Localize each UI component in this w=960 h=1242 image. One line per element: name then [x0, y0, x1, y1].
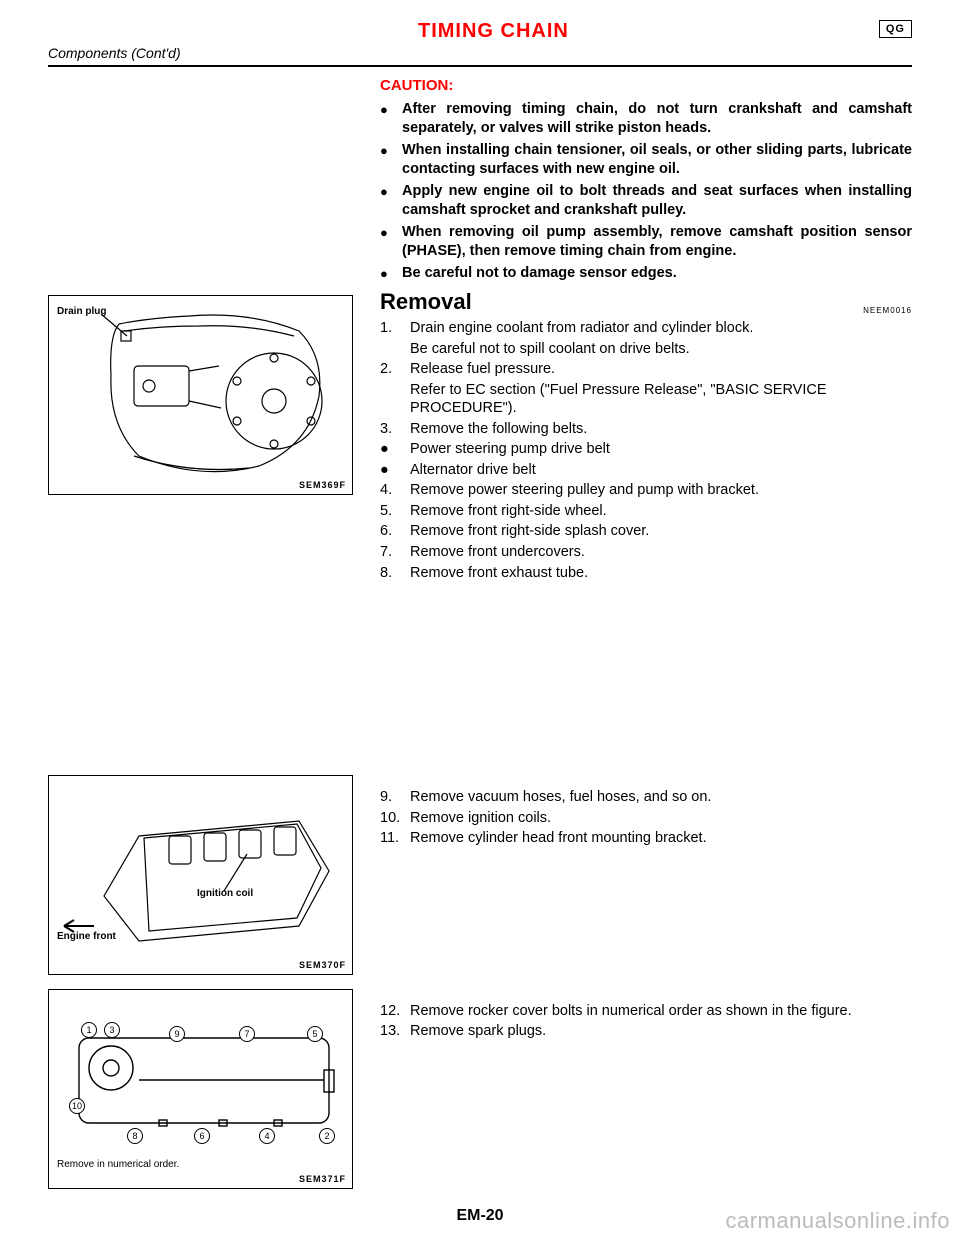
step-num: 7.: [380, 543, 410, 562]
step-num: [380, 340, 410, 359]
removal-block-1: 1.Drain engine coolant from radiator and…: [380, 319, 912, 582]
step-text: Remove the following belts.: [410, 420, 912, 439]
bullet-icon: ●: [380, 223, 402, 260]
step-text: Remove power steering pulley and pump wi…: [410, 481, 912, 500]
step-num: 2.: [380, 360, 410, 379]
step-num: 11.: [380, 829, 410, 848]
step-text: Remove front right-side splash cover.: [410, 522, 912, 541]
figure-1-svg: [49, 296, 354, 496]
step-text: Remove ignition coils.: [410, 809, 912, 828]
figure-3: 1 3 9 7 5 10 8 6 4 2 Remove in numerical…: [48, 989, 353, 1189]
bolt-num: 8: [127, 1128, 143, 1144]
step-text: Remove rocker cover bolts in numerical o…: [410, 1002, 912, 1021]
step-text: Remove spark plugs.: [410, 1022, 912, 1041]
removal-title: Removal: [380, 289, 472, 315]
step-num: 1.: [380, 319, 410, 338]
step-text: Remove vacuum hoses, fuel hoses, and so …: [410, 788, 912, 807]
removal-code: NEEM0016: [863, 306, 912, 315]
bolt-num: 9: [169, 1026, 185, 1042]
figure-3-caption: SEM371F: [299, 1174, 346, 1184]
step-text: Be careful not to spill coolant on drive…: [410, 340, 912, 359]
bolt-num: 5: [307, 1026, 323, 1042]
caution-item: Apply new engine oil to bolt threads and…: [402, 182, 912, 219]
step-text: Drain engine coolant from radiator and c…: [410, 319, 912, 338]
right-column: CAUTION: ●After removing timing chain, d…: [368, 77, 912, 1189]
bullet-icon: ●: [380, 182, 402, 219]
step-text: Power steering pump drive belt: [410, 440, 912, 459]
step-num: 10.: [380, 809, 410, 828]
step-num: 13.: [380, 1022, 410, 1041]
bolt-num: 1: [81, 1022, 97, 1038]
section-badge: QG: [879, 20, 912, 38]
figure-3-note: Remove in numerical order.: [57, 1159, 179, 1170]
removal-heading-row: Removal NEEM0016: [380, 289, 912, 315]
caution-label: CAUTION:: [380, 77, 912, 94]
section-title: TIMING CHAIN: [108, 20, 879, 43]
bullet-icon: ●: [380, 100, 402, 137]
figure-2-coil-label: Ignition coil: [197, 888, 253, 899]
content: Drain plug: [48, 77, 912, 1189]
figure-1-label: Drain plug: [57, 306, 106, 317]
watermark: carmanualsonline.info: [725, 1208, 950, 1234]
caution-item: Be careful not to damage sensor edges.: [402, 264, 912, 283]
bolt-num: 3: [104, 1022, 120, 1038]
step-text: Release fuel pressure.: [410, 360, 912, 379]
figure-2: Ignition coil Engine front SEM370F: [48, 775, 353, 975]
step-text: Remove front undercovers.: [410, 543, 912, 562]
step-num: 3.: [380, 420, 410, 439]
header-row: TIMING CHAIN QG: [48, 20, 912, 43]
caution-item: After removing timing chain, do not turn…: [402, 100, 912, 137]
figure-1: Drain plug: [48, 295, 353, 495]
step-num: 9.: [380, 788, 410, 807]
bolt-num: 4: [259, 1128, 275, 1144]
subhead: Components (Cont'd): [48, 45, 912, 61]
step-num: 5.: [380, 502, 410, 521]
divider: [48, 65, 912, 67]
figure-2-caption: SEM370F: [299, 960, 346, 970]
bolt-num: 10: [69, 1098, 85, 1114]
bullet-icon: ●: [380, 141, 402, 178]
removal-block-2: 9.Remove vacuum hoses, fuel hoses, and s…: [380, 788, 912, 848]
bullet-icon: ●: [380, 440, 410, 459]
step-num: 4.: [380, 481, 410, 500]
caution-list: ●After removing timing chain, do not tur…: [380, 100, 912, 283]
step-text: Remove front right-side wheel.: [410, 502, 912, 521]
step-num: 6.: [380, 522, 410, 541]
figure-1-caption: SEM369F: [299, 480, 346, 490]
bullet-icon: ●: [380, 264, 402, 283]
step-num: 12.: [380, 1002, 410, 1021]
bolt-num: 6: [194, 1128, 210, 1144]
step-num: [380, 381, 410, 418]
caution-item: When installing chain tensioner, oil sea…: [402, 141, 912, 178]
caution-item: When removing oil pump assembly, remove …: [402, 223, 912, 260]
bolt-num: 7: [239, 1026, 255, 1042]
step-num: 8.: [380, 564, 410, 583]
figure-2-svg: [49, 776, 354, 976]
bullet-icon: ●: [380, 461, 410, 480]
removal-block-3: 12.Remove rocker cover bolts in numerica…: [380, 1002, 912, 1041]
figure-2-front-label: Engine front: [57, 931, 116, 942]
left-column: Drain plug: [48, 77, 368, 1189]
step-text: Remove cylinder head front mounting brac…: [410, 829, 912, 848]
bolt-num: 2: [319, 1128, 335, 1144]
step-text: Remove front exhaust tube.: [410, 564, 912, 583]
step-text: Refer to EC section ("Fuel Pressure Rele…: [410, 381, 912, 418]
step-text: Alternator drive belt: [410, 461, 912, 480]
page: TIMING CHAIN QG Components (Cont'd) Drai…: [0, 0, 960, 1242]
